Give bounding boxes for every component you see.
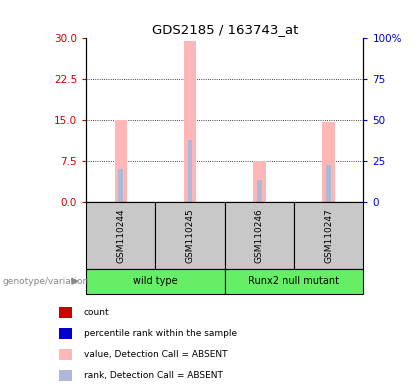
- Bar: [184, 41, 196, 202]
- Text: GSM110244: GSM110244: [116, 208, 125, 263]
- Text: genotype/variation: genotype/variation: [2, 277, 88, 286]
- Text: GSM110246: GSM110246: [255, 208, 264, 263]
- Bar: [326, 165, 331, 202]
- Bar: [253, 161, 265, 202]
- Text: rank, Detection Call = ABSENT: rank, Detection Call = ABSENT: [84, 371, 223, 380]
- Text: GSM110245: GSM110245: [186, 208, 194, 263]
- Bar: [188, 141, 192, 202]
- Title: GDS2185 / 163743_at: GDS2185 / 163743_at: [152, 23, 298, 36]
- Bar: [257, 180, 262, 202]
- Bar: [115, 120, 127, 202]
- Text: GSM110247: GSM110247: [324, 208, 333, 263]
- Bar: [118, 169, 123, 202]
- Text: percentile rank within the sample: percentile rank within the sample: [84, 329, 237, 338]
- Text: count: count: [84, 308, 110, 317]
- Text: wild type: wild type: [133, 276, 178, 286]
- Text: Runx2 null mutant: Runx2 null mutant: [249, 276, 339, 286]
- Text: value, Detection Call = ABSENT: value, Detection Call = ABSENT: [84, 350, 228, 359]
- Bar: [323, 122, 335, 202]
